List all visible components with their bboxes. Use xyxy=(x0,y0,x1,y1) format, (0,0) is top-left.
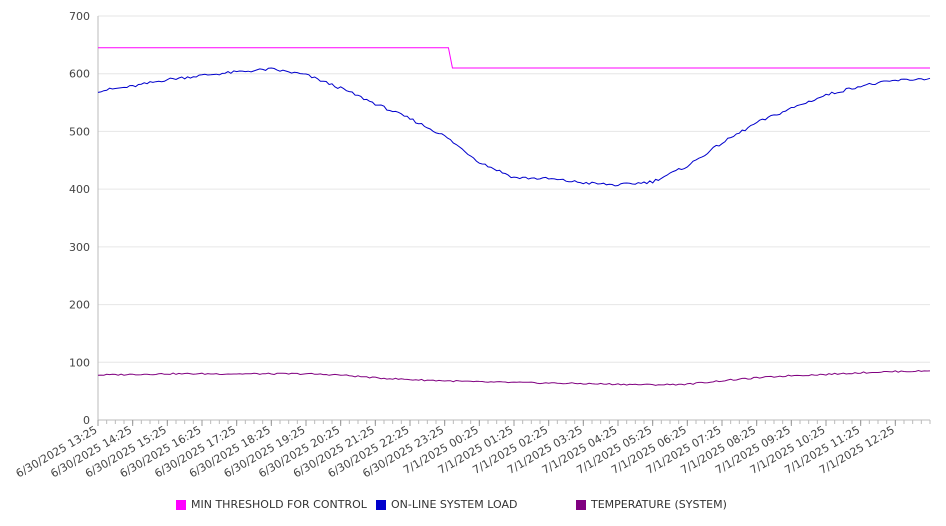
y-tick-label: 0 xyxy=(83,414,90,427)
legend-item[interactable]: TEMPERATURE (SYSTEM) xyxy=(576,498,727,511)
series-line xyxy=(98,47,930,69)
legend-item[interactable]: MIN THRESHOLD FOR CONTROL xyxy=(176,498,367,511)
y-tick-label: 100 xyxy=(69,356,90,369)
series-line xyxy=(97,67,931,187)
y-tick-label: 300 xyxy=(69,241,90,254)
legend-swatch xyxy=(576,499,586,510)
legend-label: ON-LINE SYSTEM LOAD xyxy=(391,498,518,511)
chart-legend: MIN THRESHOLD FOR CONTROL ON-LINE SYSTEM … xyxy=(0,498,946,516)
y-tick-label: 200 xyxy=(69,299,90,312)
legend-label: TEMPERATURE (SYSTEM) xyxy=(591,498,727,511)
y-tick-label: 600 xyxy=(69,68,90,81)
legend-label: MIN THRESHOLD FOR CONTROL xyxy=(191,498,367,511)
series-line xyxy=(97,369,931,386)
y-tick-label: 400 xyxy=(69,183,90,196)
legend-swatch xyxy=(176,499,186,510)
y-tick-label: 700 xyxy=(69,10,90,23)
legend-swatch xyxy=(376,499,386,510)
y-tick-label: 500 xyxy=(69,125,90,138)
legend-item[interactable]: ON-LINE SYSTEM LOAD xyxy=(376,498,517,511)
